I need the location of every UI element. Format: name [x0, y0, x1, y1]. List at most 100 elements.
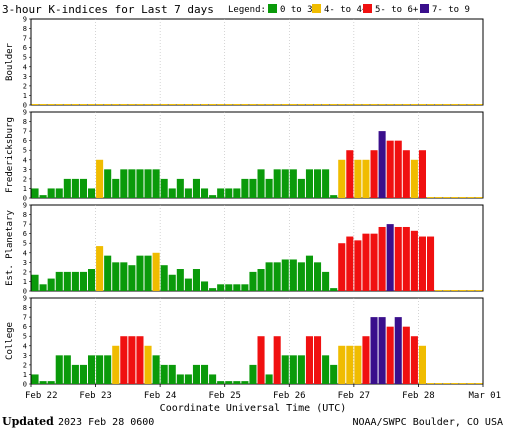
k-index-bar	[120, 336, 128, 384]
legend-entry: 0 to 3+	[280, 5, 319, 15]
k-index-bar	[144, 255, 152, 291]
k-index-bar	[330, 364, 338, 384]
k-index-bar	[330, 104, 338, 105]
k-index-bar	[370, 317, 378, 384]
k-index-bar	[459, 383, 467, 384]
x-tick-label: Mar 01	[468, 391, 501, 401]
k-index-bar	[410, 230, 418, 291]
k-index-bar	[88, 355, 96, 384]
k-index-bar	[209, 288, 217, 291]
panel-label: Boulder	[5, 42, 15, 81]
k-index-bar	[241, 104, 249, 105]
x-tick-label: Feb 25	[208, 391, 241, 401]
k-index-bar	[104, 169, 112, 198]
x-tick-label: Feb 28	[402, 391, 435, 401]
k-index-bar	[104, 355, 112, 384]
chart-title: 3-hour K-indices for Last 7 days	[2, 3, 214, 16]
y-tick-label: 5	[23, 147, 27, 155]
k-index-bar	[63, 104, 71, 105]
k-index-bar	[273, 169, 281, 198]
k-index-bar	[402, 326, 410, 384]
y-tick-label: 4	[23, 156, 27, 164]
k-index-bar	[249, 271, 257, 291]
panel-label: Est. Planetary	[5, 209, 15, 285]
k-index-bar	[144, 104, 152, 105]
k-index-bar	[394, 226, 402, 291]
k-index-bar	[241, 178, 249, 198]
y-tick-label: 7	[23, 35, 27, 43]
k-index-bar	[217, 284, 225, 291]
x-axis-label: Coordinate Universal Time (UTC)	[160, 403, 347, 414]
k-index-bar	[459, 104, 467, 105]
k-index-bar	[443, 383, 451, 384]
k-index-bar	[31, 374, 39, 384]
k-index-bar	[209, 374, 217, 384]
k-index-bar	[459, 290, 467, 291]
legend-entry: 5- to 6+	[375, 5, 419, 15]
k-index-bar	[39, 195, 47, 198]
k-index-bar	[96, 246, 104, 291]
k-index-bar	[362, 233, 370, 291]
k-index-bar	[467, 290, 475, 291]
y-tick-label: 1	[23, 371, 27, 379]
k-index-bar	[362, 336, 370, 384]
k-index-bar	[305, 336, 313, 384]
panel-frame	[30, 18, 484, 106]
k-index-bar	[39, 381, 47, 384]
y-tick-label: 0	[23, 288, 27, 296]
k-index-bar	[322, 104, 330, 105]
k-index-bar	[241, 284, 249, 291]
k-index-bar	[201, 281, 209, 291]
y-tick-label: 7	[23, 128, 27, 136]
k-index-bar	[273, 104, 281, 105]
k-index-bar	[31, 274, 39, 291]
k-index-bar	[257, 269, 265, 291]
k-index-bar	[418, 345, 426, 384]
y-tick-label: 6	[23, 323, 27, 331]
y-tick-label: 7	[23, 314, 27, 322]
k-index-bar	[136, 169, 144, 198]
x-axis: Feb 22 Feb 23 Feb 24 Feb 25 Feb 26 Feb 27 Feb …	[25, 384, 501, 401]
k-index-bar	[314, 169, 322, 198]
k-index-bar	[322, 169, 330, 198]
k-index-bar	[120, 169, 128, 198]
k-index-bar	[144, 169, 152, 198]
k-index-bar	[71, 104, 79, 105]
k-index-bar	[273, 336, 281, 384]
k-index-bar	[160, 104, 168, 105]
k-index-bar	[112, 178, 120, 198]
k-index-bar	[418, 236, 426, 291]
k-index-bar	[322, 271, 330, 291]
footer-credit: NOAA/SWPC Boulder, CO USA	[352, 417, 503, 428]
k-index-bar	[160, 265, 168, 291]
legend-entry: 7- to 9	[432, 5, 470, 15]
footer-updated-value: 2023 Feb 28 0600	[58, 417, 154, 428]
k-index-bar	[346, 150, 354, 198]
k-index-bar	[330, 288, 338, 291]
y-tick-label: 8	[23, 118, 27, 126]
k-index-bar	[257, 336, 265, 384]
k-index-bar	[305, 255, 313, 291]
k-index-bar	[305, 104, 313, 105]
k-index-bar	[96, 104, 104, 105]
k-index-bar	[451, 383, 459, 384]
k-index-bar	[104, 255, 112, 291]
k-index-bar	[467, 104, 475, 105]
k-index-bar	[233, 188, 241, 198]
panel: 0 1 23 45 67 89 College	[5, 295, 484, 389]
k-index-bar	[128, 104, 136, 105]
k-index-bar	[289, 104, 297, 105]
legend-label: Legend:	[228, 5, 266, 15]
k-index-bar	[192, 364, 200, 384]
y-tick-label: 9	[23, 295, 27, 303]
k-index-bar	[63, 271, 71, 291]
k-index-bar	[88, 269, 96, 291]
k-index-bar	[354, 104, 362, 105]
k-index-bar	[209, 104, 217, 105]
k-index-bar	[225, 284, 233, 291]
k-index-bar	[79, 104, 87, 105]
k-index-bar	[55, 271, 63, 291]
k-index-bar	[176, 178, 184, 198]
k-index-bar	[79, 364, 87, 384]
k-index-bar	[152, 252, 160, 291]
